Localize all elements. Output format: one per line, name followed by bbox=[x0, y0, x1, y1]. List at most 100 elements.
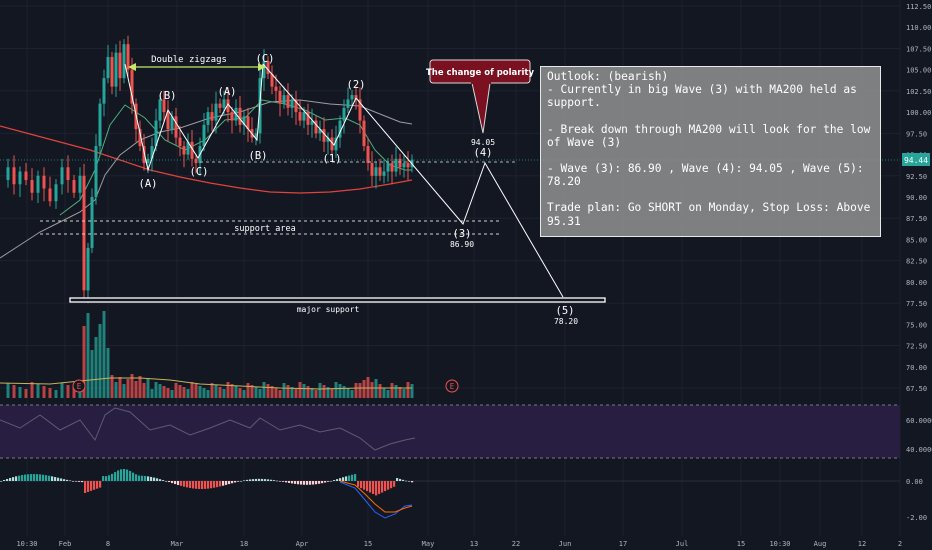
macd-bar bbox=[33, 474, 36, 481]
volume-bar bbox=[174, 383, 178, 398]
candle-body bbox=[338, 120, 342, 138]
macd-bar bbox=[147, 476, 150, 481]
outlook-title: Outlook: (bearish) bbox=[547, 70, 669, 83]
macd-bar bbox=[387, 481, 390, 490]
candle-body bbox=[254, 133, 258, 138]
macd-bar bbox=[279, 481, 282, 482]
price-tick-0: 112.50 bbox=[906, 3, 931, 11]
volume-bar bbox=[90, 350, 94, 398]
macd-signal-line bbox=[339, 480, 413, 513]
candle-body bbox=[102, 78, 106, 104]
macd-bar bbox=[114, 472, 117, 481]
macd-bar bbox=[204, 481, 207, 489]
macd-line bbox=[339, 481, 413, 519]
volume-bar bbox=[254, 387, 258, 398]
price-candles bbox=[6, 35, 414, 304]
macd-bar bbox=[378, 481, 381, 494]
macd-bar bbox=[189, 481, 192, 488]
major-support-box bbox=[69, 297, 606, 303]
candle-body bbox=[122, 44, 126, 79]
volume-bar bbox=[222, 389, 226, 398]
macd-bar bbox=[300, 481, 303, 485]
volume-ma-line bbox=[0, 377, 412, 390]
macd-bar bbox=[54, 477, 57, 481]
time-tick-17: 2 bbox=[898, 540, 902, 548]
candle-body bbox=[12, 167, 16, 185]
macd-bar bbox=[51, 476, 54, 481]
candle-body bbox=[114, 52, 118, 87]
volume-bar bbox=[130, 374, 134, 398]
volume-bar bbox=[194, 384, 198, 398]
volume-bar bbox=[48, 388, 52, 398]
volume-bar bbox=[110, 375, 114, 398]
price-tick-17: 70.00 bbox=[906, 364, 927, 372]
outlook-line-2: - Break down through MA200 will look for… bbox=[547, 122, 871, 149]
wave-label-a1: (A) bbox=[139, 178, 158, 190]
candle-body bbox=[290, 99, 294, 108]
time-tick-10: Jun bbox=[559, 540, 572, 548]
macd-bar bbox=[315, 481, 318, 485]
macd-bar bbox=[291, 481, 294, 484]
candle-body bbox=[282, 95, 286, 104]
candle-body bbox=[346, 99, 350, 108]
earnings-marker-1[interactable] bbox=[72, 379, 86, 393]
volume-bar bbox=[42, 386, 46, 398]
candle-body bbox=[6, 167, 10, 181]
volume-bar bbox=[72, 387, 76, 398]
macd-bar bbox=[195, 481, 198, 489]
macd-bar bbox=[393, 481, 396, 487]
macd-bar bbox=[360, 481, 363, 489]
volume-bar bbox=[354, 383, 358, 398]
candle-body bbox=[262, 61, 266, 79]
time-tick-5: Apr bbox=[296, 540, 309, 548]
macd-bar bbox=[327, 481, 330, 482]
volume-bar bbox=[126, 379, 130, 398]
volume-bar bbox=[86, 313, 90, 398]
time-tick-4: 18 bbox=[240, 540, 248, 548]
candle-body bbox=[330, 137, 334, 151]
candle-body bbox=[142, 146, 146, 164]
macd-bar bbox=[78, 481, 81, 482]
macd-bar bbox=[9, 478, 12, 481]
volume-bar bbox=[294, 389, 298, 398]
volume-bar bbox=[306, 386, 310, 398]
earnings-marker-2-label: E bbox=[450, 382, 455, 391]
macd-bar bbox=[108, 475, 111, 481]
candle-body bbox=[374, 167, 378, 176]
macd-bar bbox=[27, 474, 30, 481]
candle-body bbox=[118, 52, 122, 79]
macd-bar bbox=[24, 474, 27, 481]
macd-bar bbox=[366, 481, 369, 492]
candle-body bbox=[170, 116, 174, 130]
macd-bar bbox=[39, 474, 42, 481]
candle-body bbox=[390, 163, 394, 172]
volume-bar bbox=[350, 390, 354, 398]
volume-bar bbox=[142, 383, 146, 398]
volume-bar bbox=[102, 311, 106, 398]
macd-bar bbox=[123, 469, 126, 481]
candle-body bbox=[362, 120, 366, 147]
volume-bar bbox=[322, 385, 326, 398]
double-zigzags-label: Double zigzags bbox=[151, 55, 227, 65]
candle-body bbox=[358, 99, 362, 121]
macd-bar bbox=[273, 480, 276, 481]
macd-bar bbox=[42, 474, 45, 481]
time-tick-8: 13 bbox=[470, 540, 478, 548]
candle-body bbox=[202, 124, 206, 147]
candle-body bbox=[350, 95, 354, 100]
macd-bar bbox=[321, 481, 324, 484]
volume-bar bbox=[24, 389, 28, 398]
candle-body bbox=[318, 129, 322, 134]
macd-bar bbox=[216, 481, 219, 488]
candle-body bbox=[162, 99, 166, 113]
macd-bar bbox=[255, 478, 258, 481]
candle-body bbox=[130, 69, 134, 104]
wave-label-b1: (B) bbox=[158, 90, 177, 102]
volume-bar bbox=[178, 385, 182, 398]
candle-body bbox=[270, 73, 274, 87]
support-area-label: support area bbox=[234, 224, 295, 234]
earnings-marker-2[interactable] bbox=[445, 379, 459, 393]
macd-bar bbox=[324, 481, 327, 483]
price-axis: 112.50 110.00 107.50 105.00 102.50 100.00 97.5… bbox=[906, 3, 931, 393]
